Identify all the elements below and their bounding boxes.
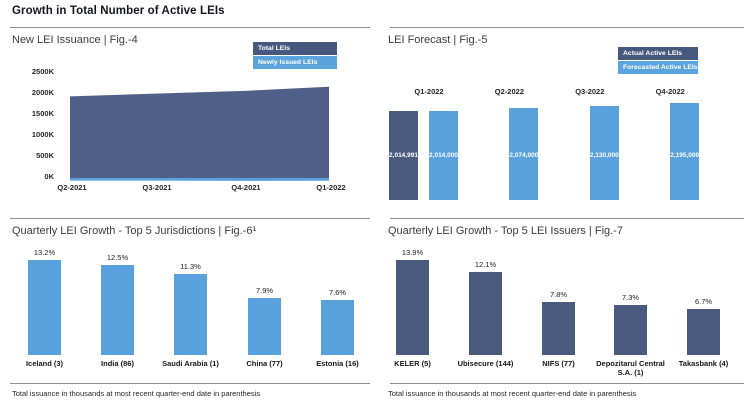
fig6-category-label: Iceland (3): [25, 359, 64, 368]
fig7-category-label: KELER (5): [394, 359, 431, 368]
fig6-category-label: Saudi Arabia (1): [162, 359, 219, 368]
fig5-forecast-value: 2,074,000: [509, 152, 539, 159]
fig7-value-label: 7.8%: [549, 290, 568, 299]
fig5-quarter-label: Q3-2022: [575, 87, 605, 96]
fig6-bar: [101, 265, 134, 355]
fig4-y-axis-tick: 2500K: [31, 67, 54, 76]
divider-top-left: [10, 27, 370, 28]
fig7-footnote: Total issuance in thousands at most rece…: [388, 389, 637, 398]
fig4-newly-issued-area: [70, 178, 329, 181]
fig7-value-label: 12.1%: [474, 260, 497, 269]
fig5-quarter-label: Q1-2022: [414, 87, 444, 96]
fig4-total-leis-area: [70, 86, 329, 178]
fig7-bar: [469, 272, 502, 355]
fig6-category-label: India (86): [101, 359, 134, 368]
divider-mid-left: [10, 218, 370, 219]
fig6-bar: [321, 300, 354, 355]
fig5-actual-bar: [389, 111, 418, 200]
fig6-category-label: China (77): [246, 359, 283, 368]
fig6-value-label: 13.2%: [33, 248, 56, 257]
divider-bottom-right: [390, 383, 744, 384]
fig6-value-label: 11.3%: [180, 262, 201, 271]
fig4-x-axis-tick: Q1-2022: [316, 183, 346, 192]
fig6-bar: [248, 298, 281, 355]
fig5-forecast-bar: [509, 108, 539, 200]
fig5-legend-actual: Actual Active LEIs: [618, 47, 698, 60]
fig4-y-axis-tick: 1500K: [31, 109, 54, 118]
fig6-bar: [174, 274, 207, 355]
divider-bottom-left: [10, 383, 370, 384]
fig6-title: Quarterly LEI Growth - Top 5 Jurisdictio…: [12, 225, 257, 237]
fig4-x-axis-tick: Q4-2021: [231, 183, 261, 192]
fig6-footnote: Total issuance in thousands at most rece…: [12, 389, 261, 398]
fig5-forecast-bar: [670, 103, 700, 200]
fig7-bar: [396, 260, 429, 355]
fig7-bar: [687, 309, 720, 355]
fig6-value-label: 7.9%: [255, 286, 274, 295]
fig4-legend-total-leis: Total LEIs: [253, 42, 337, 55]
fig6-bar: [28, 260, 61, 355]
fig4-x-axis-tick: Q3-2021: [142, 183, 172, 192]
fig4-title: New LEI Issuance | Fig.-4: [12, 34, 138, 46]
fig7-value-label: 13.9%: [401, 248, 424, 257]
divider-mid-right: [390, 218, 744, 219]
fig5-forecast-value: 2,014,000: [429, 152, 458, 159]
fig7-value-label: 6.7%: [694, 297, 713, 306]
fig7-bar: [614, 305, 647, 355]
fig6-category-label: Estonia (16): [316, 359, 359, 368]
page-title: Growth in Total Number of Active LEIs: [12, 5, 225, 17]
fig5-forecast-value: 2,130,000: [589, 152, 619, 159]
fig7-title: Quarterly LEI Growth - Top 5 LEI Issuers…: [388, 225, 623, 237]
fig7-value-label: 7.3%: [621, 293, 640, 302]
fig5-quarter-label: Q4-2022: [655, 87, 685, 96]
fig6-value-label: 7.6%: [328, 288, 347, 297]
fig7-category-label: Ubisecure (144): [457, 359, 514, 368]
fig5-forecast-bar: [429, 111, 458, 200]
fig4-y-axis-tick: 500K: [36, 151, 54, 160]
fig4-y-axis-tick: 2000K: [31, 88, 54, 97]
fig5-quarter-label: Q2-2022: [494, 87, 524, 96]
fig6-value-label: 12.5%: [106, 253, 129, 262]
fig7-category-label: NIFS (77): [542, 359, 575, 368]
fig5-legend-forecasted: Forecasted Active LEIs: [618, 61, 698, 74]
fig5-legend: Actual Active LEIs Forecasted Active LEI…: [618, 47, 698, 74]
fig5-forecast-bar: [589, 106, 619, 200]
fig4-legend: Total LEIs Newly Issued LEIs: [253, 42, 337, 69]
fig5-forecast-value: 2,195,000: [670, 152, 700, 159]
fig4-x-axis-tick: Q2-2021: [57, 183, 87, 192]
fig5-title: LEI Forecast | Fig.-5: [388, 34, 488, 46]
fig4-legend-newly-issued: Newly Issued LEIs: [253, 56, 337, 69]
fig4-y-axis-tick: 0K: [44, 172, 54, 181]
fig7-category-label: Takasbank (4): [678, 359, 729, 368]
fig7-category-label: Depozitarul Central S.A. (1): [596, 359, 665, 377]
divider-top-right: [390, 27, 744, 28]
fig7-bar: [542, 302, 575, 355]
fig5-actual-value: 2,014,991: [389, 152, 418, 159]
fig4-area-plot: [70, 86, 329, 181]
fig4-y-axis-tick: 1000K: [31, 130, 54, 139]
